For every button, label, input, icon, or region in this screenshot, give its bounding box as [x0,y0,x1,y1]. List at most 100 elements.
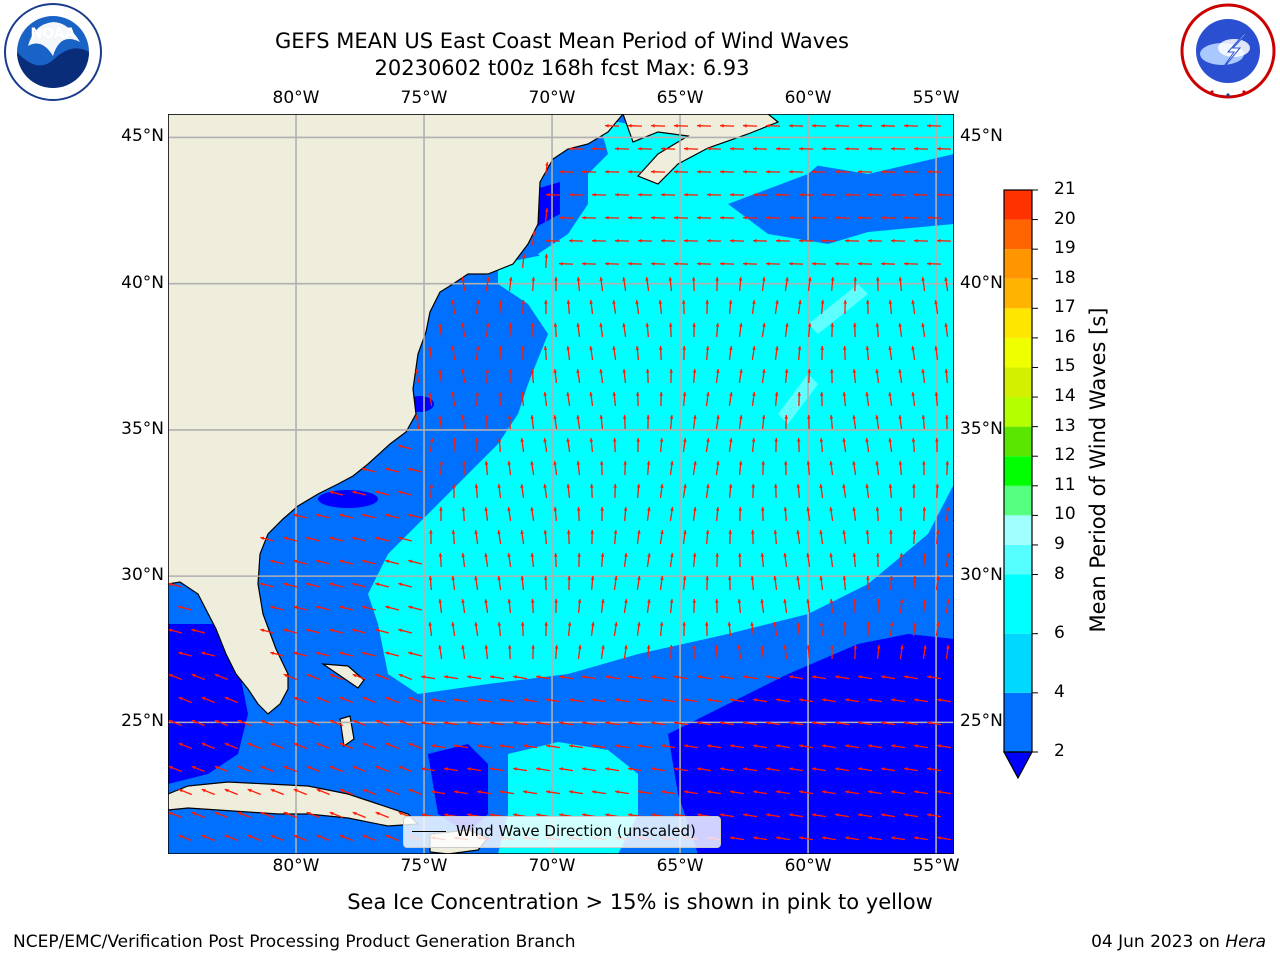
wave-direction-arrow [783,645,788,660]
land-bahamas-n [320,663,365,689]
wave-direction-arrow [201,834,215,842]
wave-direction-arrow [339,788,353,796]
wave-direction-arrow [669,553,674,568]
wave-direction-arrow [798,146,814,151]
wave-direction-arrow [604,215,620,220]
wave-direction-arrow [899,645,904,660]
wave-direction-arrow [475,437,479,453]
wave-direction-arrow [612,300,617,315]
chart-title: GEFS MEAN US East Coast Mean Period of W… [275,29,849,53]
wave-direction-arrow [568,146,584,151]
wave-direction-arrow [899,506,903,522]
wave-direction-arrow [191,628,206,634]
wave-direction-arrow [750,529,755,545]
wave-direction-arrow [843,621,847,637]
wave-direction-arrow [293,559,308,565]
wave-direction-arrow [329,765,343,773]
wave-direction-arrow [898,460,903,476]
sea-ice-note: Sea Ice Concentration > 15% is shown in … [347,890,933,914]
wave-direction-arrow [201,788,215,796]
wave-direction-arrow [545,238,561,243]
wave-direction-arrow [692,322,696,338]
wave-direction-arrow [760,645,765,660]
wave-direction-arrow [696,261,712,266]
wave-direction-arrow [599,276,604,292]
wave-direction-arrow [520,621,525,637]
wave-direction-arrow [728,438,733,453]
wave-direction-arrow [944,323,949,338]
wave-direction-arrow [530,414,535,430]
wave-direction-arrow [589,483,594,499]
wave-direction-arrow [461,599,466,614]
wave-direction-arrow [385,513,400,519]
wave-direction-arrow [558,261,574,266]
wave-direction-arrow [168,811,182,819]
wave-direction-arrow [669,368,673,384]
wave-direction-arrow [375,719,389,727]
wave-direction-arrow [429,437,434,453]
wave-direction-arrow [260,628,275,634]
wave-direction-arrow [798,192,814,197]
colorbar-tick-label: 2 [1054,741,1065,761]
wave-direction-arrow [912,575,917,591]
wave-direction-arrow [766,675,781,680]
wave-direction-arrow [706,192,722,197]
wave-direction-arrow [247,742,261,750]
colorbar-tick-label: 20 [1054,208,1076,229]
wave-direction-arrow [507,644,512,660]
wave-direction-arrow [707,790,722,795]
wave-direction-arrow [247,788,261,796]
wave-direction-arrow [738,369,743,384]
wave-direction-arrow [590,622,595,637]
wave-direction-arrow [743,813,758,818]
wave-direction-arrow [362,513,377,519]
wave-direction-arrow [398,765,412,773]
wave-direction-arrow [806,553,811,568]
wave-direction-arrow [865,345,870,361]
wave-direction-arrow [566,345,571,361]
wave-direction-arrow [730,698,745,703]
wave-direction-arrow [835,675,850,680]
wave-direction-arrow [822,790,837,795]
wave-direction-arrow [362,651,377,657]
wave-direction-arrow [523,744,538,749]
wave-direction-arrow [293,605,308,611]
wave-direction-arrow [613,576,618,591]
colorbar-tick-label: 9 [1054,533,1065,554]
wave-direction-arrow [452,483,456,499]
wave-direction-arrow [669,598,674,614]
wave-direction-arrow [428,621,433,637]
wave-direction-arrow [705,529,710,545]
wave-direction-arrow [834,215,850,220]
wave-direction-arrow [260,719,274,727]
wave-direction-arrow [362,834,376,842]
wave-direction-arrow [623,553,628,568]
wave-direction-arrow [546,744,561,749]
wave-direction-arrow [819,391,824,407]
wave-direction-arrow [875,369,880,384]
wave-direction-arrow [669,461,674,476]
wave-direction-arrow [477,744,492,749]
wave-direction-arrow [283,673,297,681]
wave-direction-arrow [352,719,366,727]
wave-direction-arrow [715,276,719,292]
wave-direction-arrow [835,721,850,726]
wave-direction-arrow [866,575,870,591]
wave-direction-arrow [753,744,768,749]
wave-direction-arrow [898,369,903,384]
wave-direction-arrow [659,621,664,637]
colorbar-frame [1003,189,1033,753]
wave-direction-arrow [881,767,896,772]
wave-direction-arrow [891,698,906,703]
wave-direction-arrow [796,437,801,453]
wave-direction-arrow [612,346,617,361]
wave-direction-arrow [844,146,860,151]
wave-direction-arrow [720,767,735,772]
wave-direction-arrow [645,322,650,338]
wave-direction-arrow [451,346,456,361]
wave-direction-arrow [543,484,548,499]
wave-direction-arrow [750,622,755,637]
wave-direction-arrow [911,300,916,315]
wave-direction-arrow [742,215,758,220]
wave-direction-arrow [375,490,390,496]
